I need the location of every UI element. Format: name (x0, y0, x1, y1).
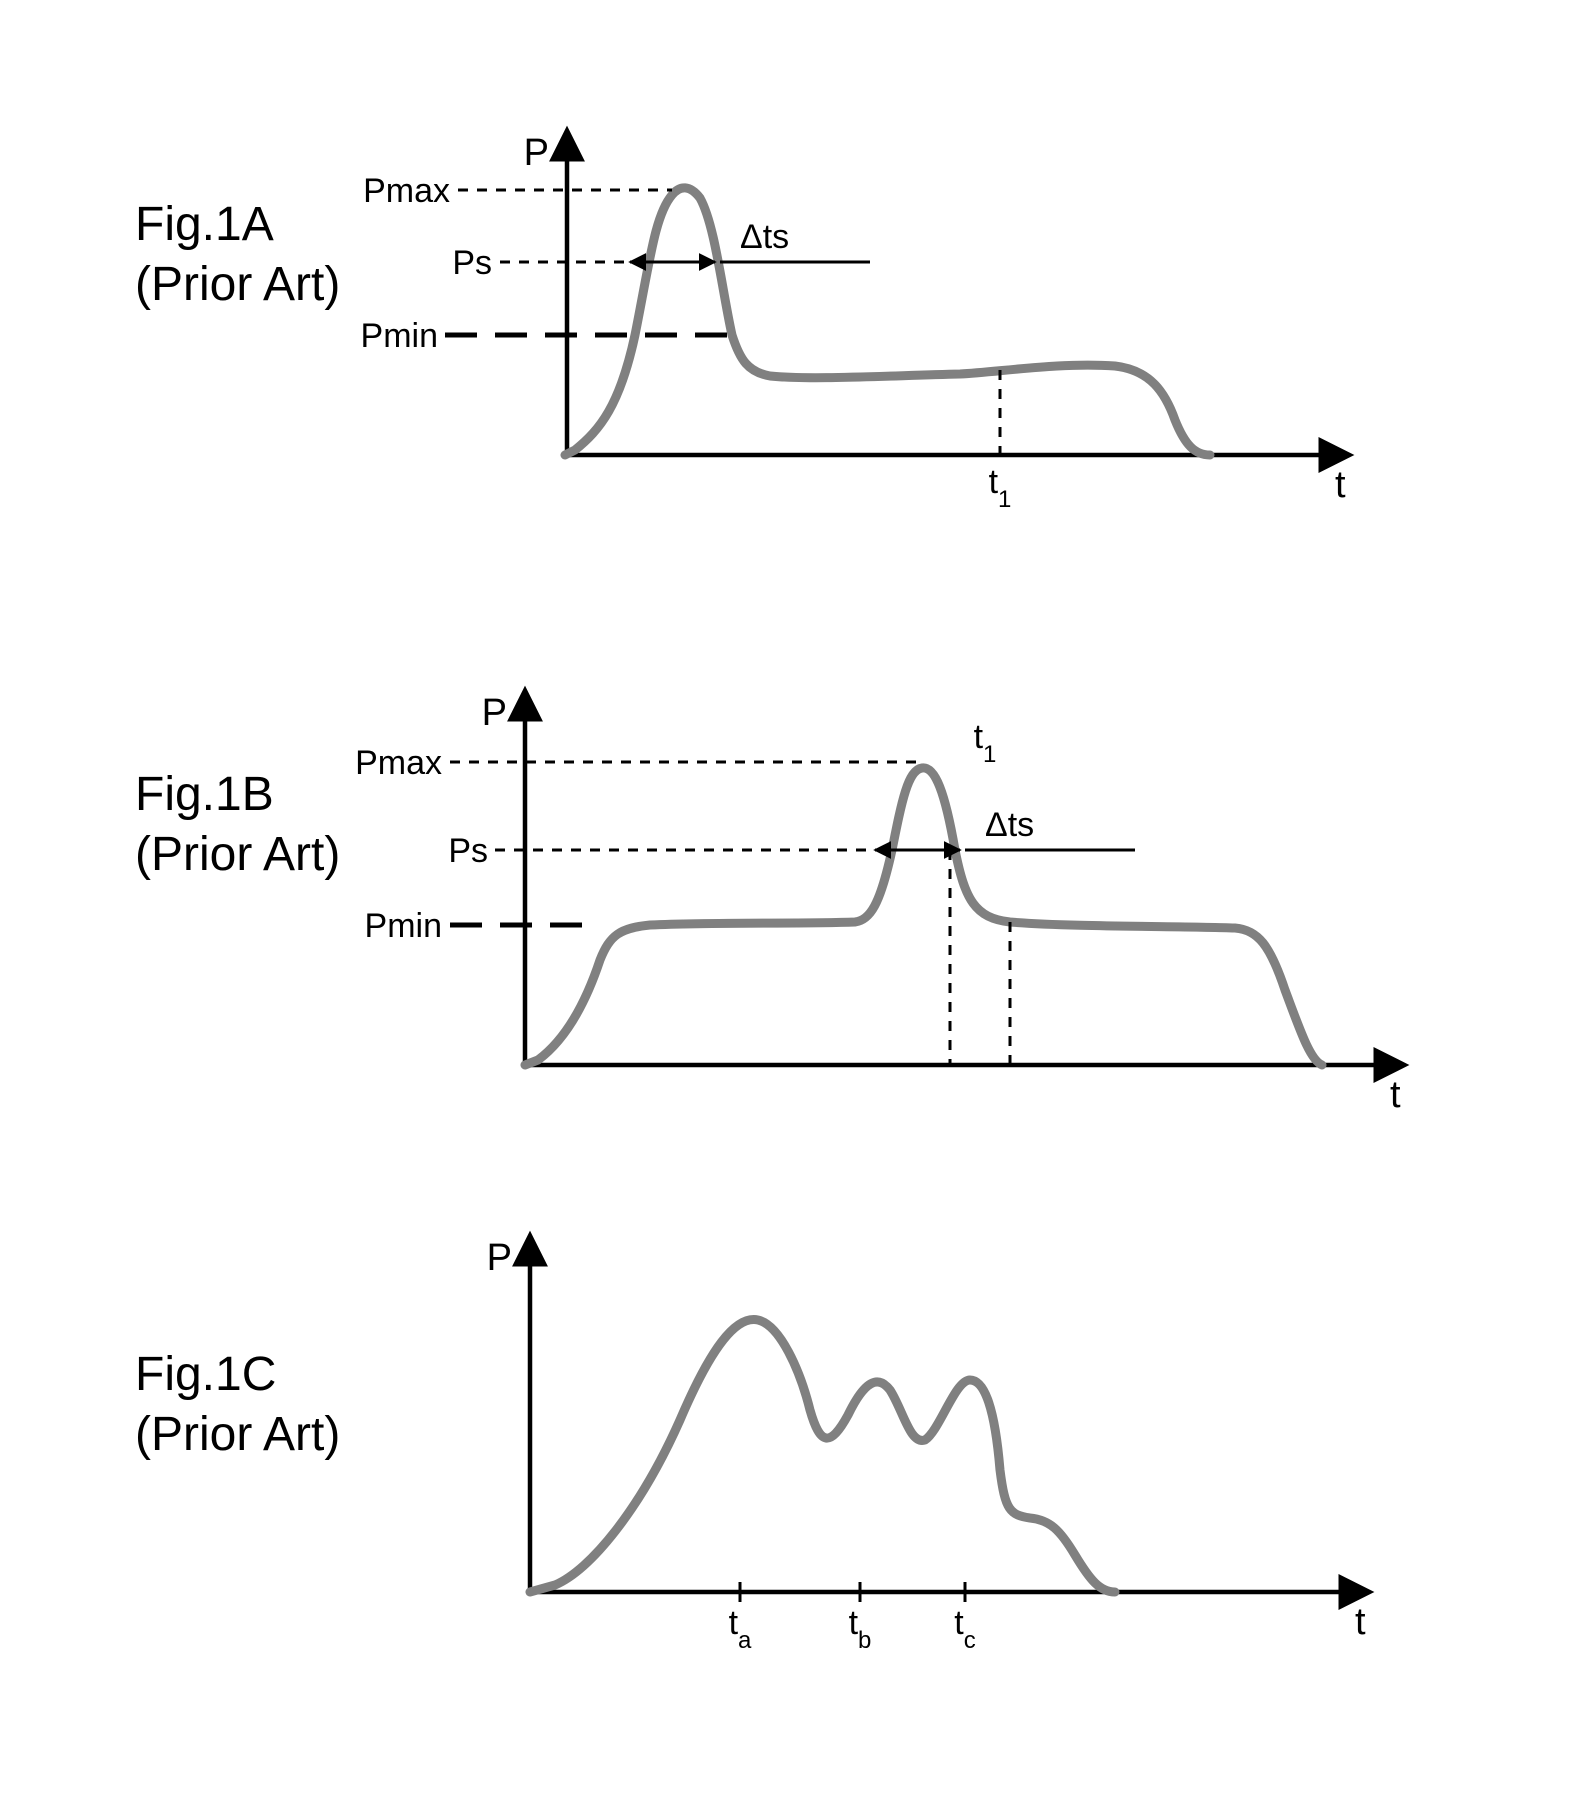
svg-text:Ps: Ps (448, 832, 488, 870)
svg-text:(Prior Art): (Prior Art) (135, 258, 340, 311)
fig-b-curve (525, 768, 1322, 1065)
svg-text:Δts: Δts (985, 806, 1034, 844)
fig-c-curve (530, 1320, 1115, 1592)
svg-text:Pmax: Pmax (363, 172, 450, 210)
svg-text:Fig.1A: Fig.1A (135, 198, 274, 251)
svg-text:P: P (487, 1237, 512, 1279)
svg-text:Δts: Δts (740, 218, 789, 256)
svg-text:P: P (524, 132, 549, 174)
svg-text:(Prior Art): (Prior Art) (135, 828, 340, 881)
svg-text:t: t (1335, 464, 1346, 506)
svg-text:Pmax: Pmax (355, 744, 442, 782)
svg-text:tc: tc (954, 1604, 975, 1654)
svg-text:t: t (1355, 1601, 1366, 1643)
svg-text:Ps: Ps (452, 244, 492, 282)
svg-text:Pmin: Pmin (365, 907, 442, 945)
svg-text:Fig.1C: Fig.1C (135, 1348, 276, 1401)
svg-text:t1: t1 (989, 463, 1012, 513)
svg-text:tb: tb (849, 1604, 872, 1654)
svg-text:(Prior Art): (Prior Art) (135, 1408, 340, 1461)
figure-container: Fig.1A(Prior Art)PtPmaxPsPminΔtst1Fig.1B… (0, 0, 1576, 1798)
svg-text:Pmin: Pmin (361, 317, 438, 355)
fig-a-curve (565, 188, 1210, 455)
svg-text:Fig.1B: Fig.1B (135, 768, 274, 821)
svg-text:P: P (482, 692, 507, 734)
svg-text:t1: t1 (974, 718, 997, 768)
svg-text:t: t (1390, 1074, 1401, 1116)
svg-text:ta: ta (729, 1604, 752, 1654)
